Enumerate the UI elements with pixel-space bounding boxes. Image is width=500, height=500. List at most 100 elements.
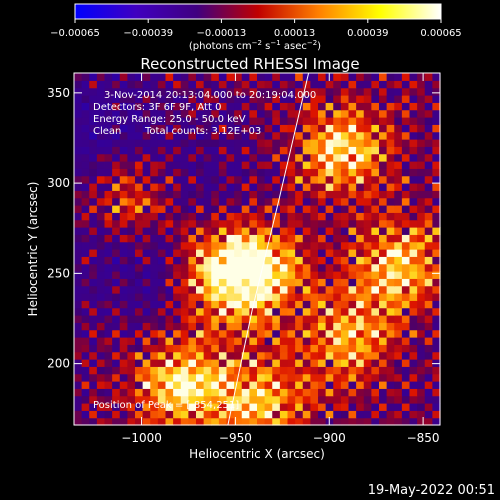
heatmap-cell [74,183,83,191]
heatmap-cell [173,109,182,118]
heatmap-cell [257,139,266,147]
heatmap-cell [104,263,113,272]
heatmap-cell [180,256,189,265]
heatmap-cell [249,388,258,397]
heatmap-cell [218,381,228,389]
heatmap-cell [241,124,250,133]
heatmap-cell [234,410,243,419]
heatmap-cell [74,117,83,125]
heatmap-cell [180,241,189,250]
heatmap-cell [318,131,327,140]
heatmap-cell [135,388,144,397]
heatmap-cell [340,80,350,89]
heatmap-cell [417,183,426,191]
heatmap-cell [226,131,235,140]
heatmap-cell [287,139,296,147]
heatmap-cell [363,359,372,367]
heatmap-cell [203,241,212,250]
heatmap-cell [348,285,357,294]
heatmap-cell [310,300,319,309]
heatmap-cell [333,80,342,89]
heatmap-cell [241,322,250,331]
heatmap-cell [279,124,289,133]
heatmap-cell [401,329,411,338]
heatmap-cell [165,285,174,294]
heatmap-cell [417,249,426,257]
heatmap-cell [165,212,174,221]
heatmap-cell [295,153,304,162]
heatmap-cell [348,168,357,177]
heatmap-cell [379,293,388,301]
heatmap-cell [287,124,296,133]
heatmap-cell [394,373,403,382]
heatmap-cell [234,249,243,257]
heatmap-cell [295,183,304,191]
heatmap-cell [203,300,212,309]
heatmap-cell [401,249,411,257]
heatmap-cell [211,175,220,184]
heatmap-cell [333,388,342,397]
heatmap-cell [401,403,411,411]
heatmap-cell [371,168,380,177]
heatmap-cell [112,131,121,140]
heatmap-cell [417,161,426,169]
heatmap-cell [424,300,433,309]
heatmap-cell [142,322,151,331]
heatmap-cell [135,161,144,169]
heatmap-cell [348,212,357,221]
y-tick-label: 350 [47,86,70,100]
heatmap-cell [211,344,220,353]
heatmap-cell [401,212,411,221]
heatmap-cell [409,212,418,221]
heatmap-cell [249,322,258,331]
heatmap-cell [272,95,281,103]
heatmap-cell [264,256,273,265]
heatmap-cell [112,117,121,125]
heatmap-cell [432,359,441,367]
heatmap-cell [295,322,304,331]
heatmap-cell [142,337,151,345]
heatmap-cell [363,322,372,331]
heatmap-cell [325,410,334,419]
heatmap-cell [424,227,433,235]
heatmap-cell [295,278,304,287]
heatmap-cell [218,109,228,118]
heatmap-cell [432,410,441,419]
heatmap-cell [394,117,403,125]
heatmap-cell [180,183,189,191]
heatmap-cell [371,307,380,316]
heatmap-cell [81,388,90,397]
heatmap-cell [150,256,159,265]
heatmap-cell [81,256,90,265]
heatmap-cell [432,131,441,140]
heatmap-cell [218,373,228,382]
heatmap-cell [356,381,365,389]
heatmap-cell [165,146,174,155]
heatmap-cell [127,153,136,162]
heatmap-cell [96,87,106,96]
heatmap-cell [150,161,159,169]
heatmap-cell [173,190,182,199]
colorbar-gradient [74,3,442,20]
heatmap-cell [257,278,266,287]
heatmap-cell [249,293,258,301]
heatmap-cell [264,300,273,309]
heatmap-cell [340,109,350,118]
heatmap-cell [401,153,411,162]
heatmap-cell [188,241,197,250]
heatmap-cell [302,271,311,279]
chart-title: Reconstructed RHESSI Image [140,55,359,73]
heatmap-cell [241,381,250,389]
heatmap-cell [287,395,296,404]
heatmap-cell [173,227,182,235]
heatmap-cell [348,300,357,309]
heatmap-cell [89,102,98,111]
heatmap-cell [203,168,212,177]
heatmap-cell [264,197,273,206]
heatmap-cell [188,351,197,360]
heatmap-cell [264,102,273,111]
colorbar-tick-label: 0.00013 [274,28,315,39]
heatmap-cell [249,139,258,147]
heatmap-cell [180,95,189,103]
heatmap-cell [333,337,342,345]
